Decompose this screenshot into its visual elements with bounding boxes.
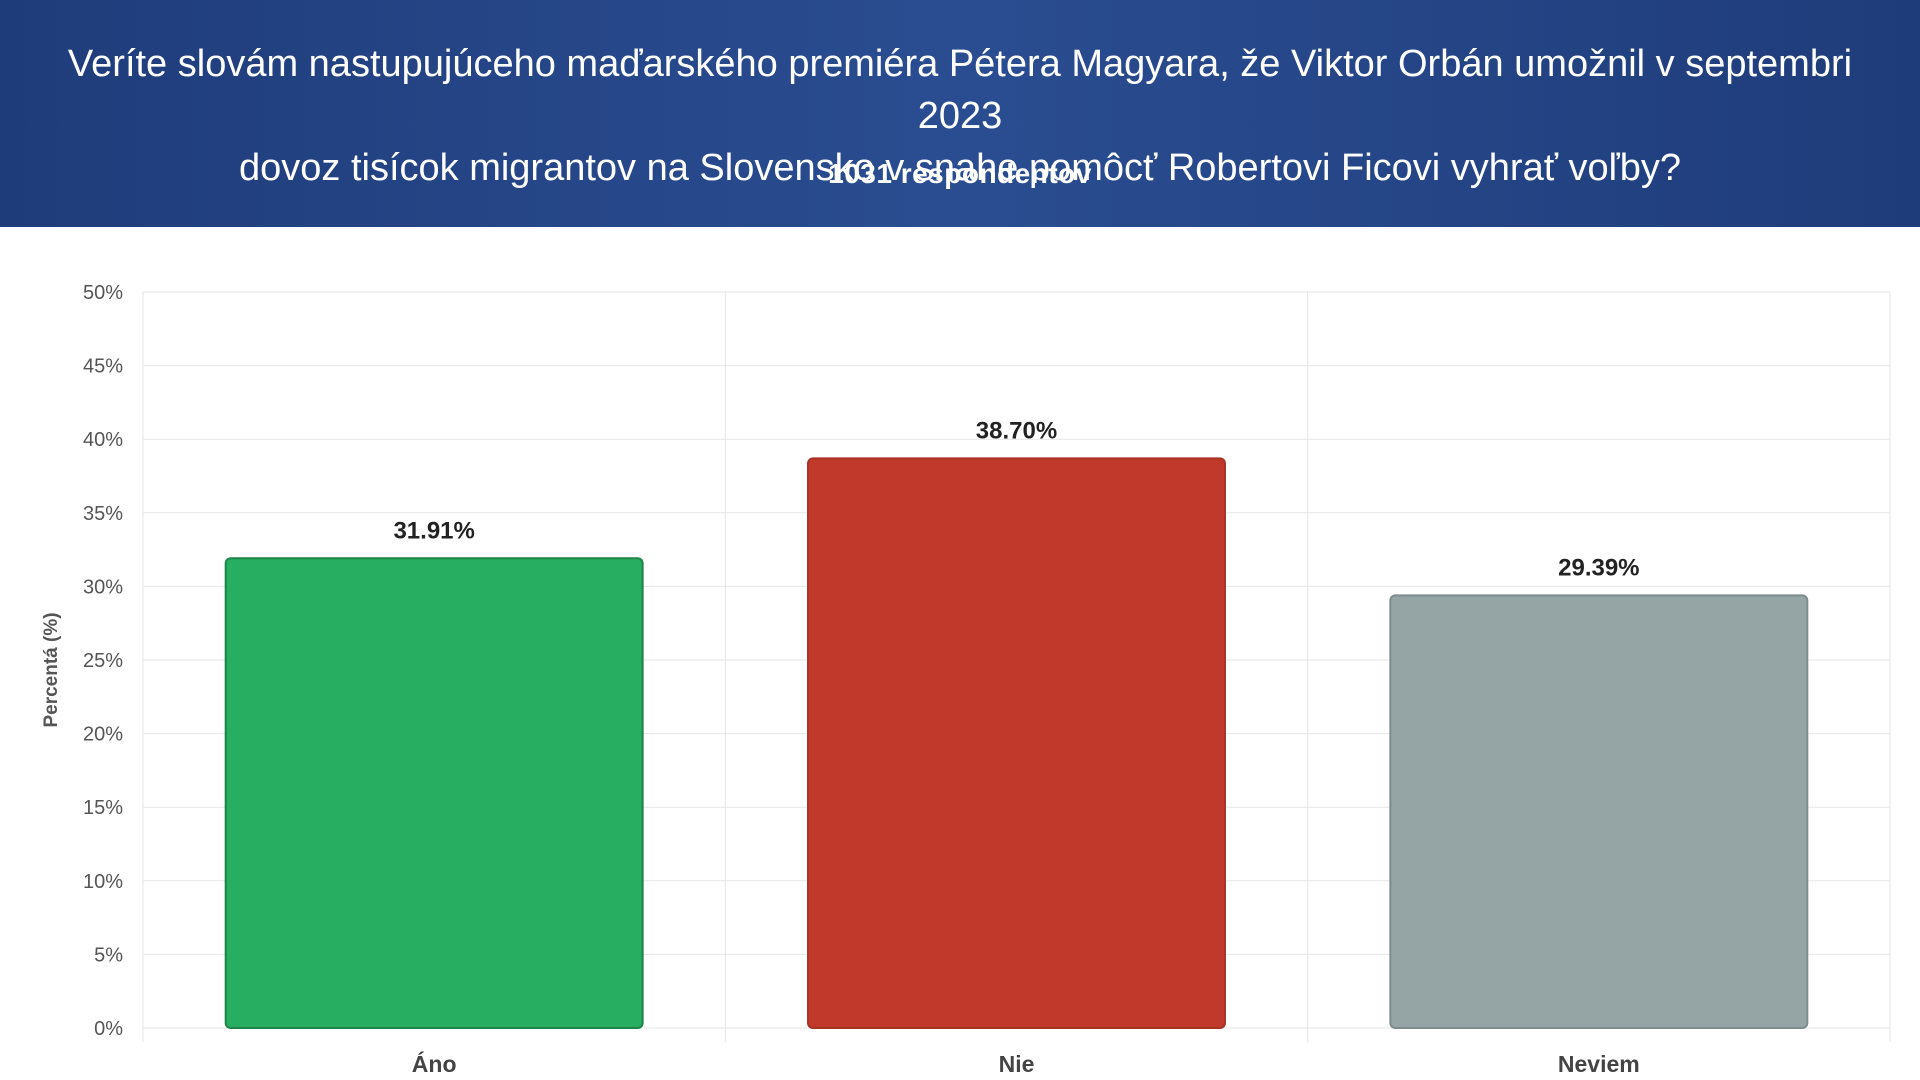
- y-tick-label: 35%: [83, 503, 123, 525]
- y-tick-label: 20%: [83, 724, 123, 746]
- y-tick-label: 30%: [83, 576, 123, 598]
- y-tick-label: 40%: [83, 429, 123, 451]
- y-tick-label: 15%: [83, 797, 123, 819]
- chart-header: Veríte slovám nastupujúceho maďarského p…: [0, 0, 1920, 227]
- bar-2: [1389, 594, 1809, 1029]
- bar-1: [807, 457, 1226, 1029]
- bar-chart: 0% 5% 10% 15% 20% 25% 30% 35% 40% 45% 50% 31.91% Áno…: [41, 282, 1891, 1077]
- y-tick-label: 25%: [83, 650, 123, 672]
- y-tick-label: 0%: [94, 1018, 123, 1040]
- y-tick-label: 10%: [83, 871, 123, 893]
- x-category-label: Neviem: [1558, 1051, 1640, 1077]
- bar-0: [224, 557, 644, 1029]
- bar-value-label: 31.91%: [393, 517, 474, 544]
- y-axis-title: Percentá (%): [41, 612, 62, 727]
- chart-title-line-2: dovoz tisícok migrantov na Slovensko v s…: [238, 147, 1681, 189]
- y-tick-label: 5%: [94, 944, 123, 966]
- y-tick-label: 45%: [83, 356, 123, 378]
- x-category-label: Nie: [999, 1051, 1035, 1077]
- x-category-label: Áno: [412, 1050, 457, 1077]
- y-tick-label: 50%: [83, 282, 123, 304]
- bar-value-label: 29.39%: [1558, 554, 1639, 581]
- chart-title: Veríte slovám nastupujúceho maďarského p…: [40, 38, 1880, 194]
- chart-title-line-1: Veríte slovám nastupujúceho maďarského p…: [67, 43, 1853, 137]
- chart-subtitle: 1031 respondentov: [828, 158, 1092, 189]
- bar-value-label: 38.70%: [976, 417, 1057, 444]
